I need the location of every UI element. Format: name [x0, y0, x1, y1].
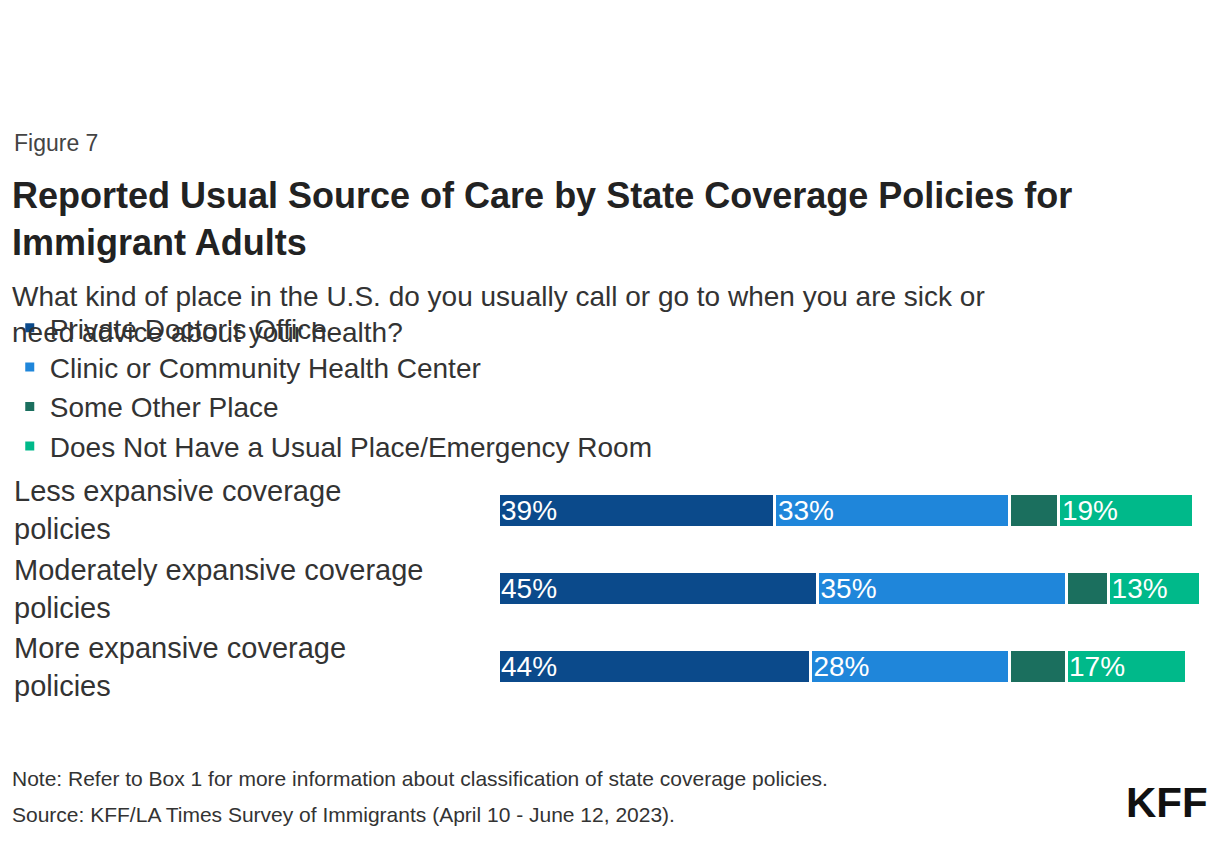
svg-text:17%: 17% — [1069, 651, 1125, 682]
svg-text:35%: 35% — [821, 573, 877, 604]
svg-text:Reported Usual Source of Care: Reported Usual Source of Care by State C… — [12, 175, 1072, 263]
svg-text:Clinic or Community Health Cen: Clinic or Community Health Center — [50, 353, 481, 384]
svg-text:Less expansive coveragepolicie: Less expansive coveragepolicies — [14, 475, 341, 545]
svg-text:Does Not Have a Usual Place/Em: Does Not Have a Usual Place/Emergency Ro… — [50, 432, 652, 463]
svg-text:33%: 33% — [778, 495, 834, 526]
svg-text:Figure 7: Figure 7 — [14, 130, 98, 156]
svg-text:More expansive coveragepolicie: More expansive coveragepolicies — [14, 632, 346, 702]
svg-text:44%: 44% — [501, 651, 557, 682]
svg-text:Source: KFF/LA Times Survey of: Source: KFF/LA Times Survey of Immigrant… — [12, 803, 675, 826]
svg-text:Private Doctor's Office: Private Doctor's Office — [50, 314, 327, 345]
svg-text:45%: 45% — [501, 573, 557, 604]
svg-text:19%: 19% — [1062, 495, 1118, 526]
svg-text:39%: 39% — [501, 495, 557, 526]
svg-text:13%: 13% — [1112, 573, 1168, 604]
svg-text:KFF: KFF — [1126, 779, 1208, 826]
svg-text:Note: Refer to Box 1 for more: Note: Refer to Box 1 for more informatio… — [12, 767, 828, 790]
svg-text:Some Other Place: Some Other Place — [50, 392, 279, 423]
svg-text:Moderately expansive coveragep: Moderately expansive coveragepolicies — [14, 554, 423, 624]
svg-text:28%: 28% — [813, 651, 869, 682]
svg-text:What kind of place in the U.S.: What kind of place in the U.S. do you us… — [12, 281, 985, 348]
